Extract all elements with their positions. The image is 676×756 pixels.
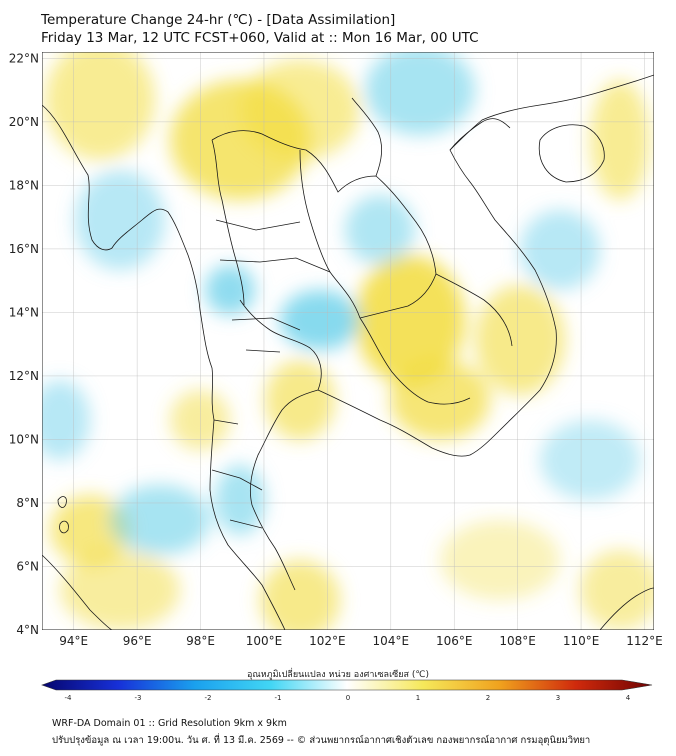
field-patch — [520, 210, 600, 290]
field-patch — [590, 80, 650, 200]
field-patch — [170, 390, 230, 450]
colorbar-ramp — [41, 679, 653, 691]
field-patch — [280, 290, 360, 350]
latitude-label: 10°N — [9, 432, 39, 446]
latitude-label: 20°N — [9, 115, 39, 129]
colorbar-tick-label: 1 — [416, 694, 420, 702]
colorbar-tick-label: 0 — [346, 694, 350, 702]
longitude-label: 96°E — [123, 634, 152, 648]
footer-model-info: WRF-DA Domain 01 :: Grid Resolution 9km … — [52, 718, 287, 729]
colorbar-tick-label: 4 — [626, 694, 631, 702]
field-patch — [345, 195, 415, 265]
field-patch — [240, 60, 360, 160]
field-patch — [45, 52, 155, 160]
longitude-label: 106°E — [436, 634, 473, 648]
field-patch — [205, 265, 255, 315]
field-patch — [355, 255, 465, 385]
temperature-field — [42, 52, 654, 630]
longitude-label: 110°E — [563, 634, 600, 648]
field-patch — [260, 560, 340, 630]
temperature-change-map: 22°N 20°N 18°N 16°N 14°N 12°N 10°N 8°N 6°N 4°N 94… — [9, 51, 663, 648]
colorbar-tick-label: 2 — [486, 694, 490, 702]
field-patch — [42, 380, 90, 460]
latitude-label: 16°N — [9, 242, 39, 256]
chart-subtitle-valid-time: Friday 13 Mar, 12 UTC FCST+060, Valid at… — [41, 30, 479, 46]
colorbar-tick-label: -4 — [65, 694, 73, 702]
colorbar-ticks: -4 -3 -2 -1 0 1 2 3 4 — [65, 694, 631, 702]
latitude-label: 12°N — [9, 369, 39, 383]
longitude-labels: 94°E 96°E 98°E 100°E 102°E 104°E 106°E 108°E 110… — [59, 634, 662, 648]
field-patch — [50, 495, 130, 565]
chart-title: Temperature Change 24-hr (℃) - [Data Ass… — [41, 12, 396, 28]
field-patch — [475, 285, 565, 395]
longitude-label: 100°E — [246, 634, 283, 648]
field-patch — [265, 360, 335, 440]
longitude-label: 112°E — [626, 634, 663, 648]
field-patch — [365, 52, 475, 135]
graticule — [42, 52, 654, 630]
longitude-label: 98°E — [186, 634, 215, 648]
colorbar: -4 -3 -2 -1 0 1 2 3 4 — [41, 679, 653, 702]
colorbar-tick-label: -1 — [275, 694, 282, 702]
field-patch — [440, 520, 560, 600]
colorbar-tick-label: 3 — [556, 694, 560, 702]
colorbar-title: อุณหภูมิเปลี่ยนแปลง หน่วย องศาเซลเซียส (… — [246, 670, 430, 680]
field-patch — [580, 550, 654, 630]
field-patch — [75, 170, 165, 270]
field-patch — [110, 485, 210, 555]
footer-update-credit: ปรับปรุงข้อมูล ณ เวลา 19:00น. วัน ศ. ที่… — [52, 735, 591, 746]
longitude-label: 102°E — [309, 634, 346, 648]
longitude-label: 108°E — [499, 634, 536, 648]
latitude-label: 4°N — [16, 623, 39, 637]
latitude-labels: 22°N 20°N 18°N 16°N 14°N 12°N 10°N 8°N 6°N 4°N — [9, 51, 39, 637]
latitude-label: 14°N — [9, 305, 39, 319]
field-patch — [60, 550, 180, 630]
latitude-label: 18°N — [9, 178, 39, 192]
colorbar-tick-label: -2 — [205, 694, 212, 702]
latitude-label: 22°N — [9, 51, 39, 65]
colorbar-tick-label: -3 — [135, 694, 142, 702]
longitude-label: 94°E — [59, 634, 88, 648]
field-patch — [540, 420, 640, 500]
field-patch — [390, 360, 490, 440]
coastlines-borders — [42, 74, 654, 630]
latitude-label: 8°N — [16, 496, 39, 510]
field-patch — [215, 465, 265, 535]
longitude-label: 104°E — [373, 634, 410, 648]
latitude-label: 6°N — [16, 559, 39, 573]
